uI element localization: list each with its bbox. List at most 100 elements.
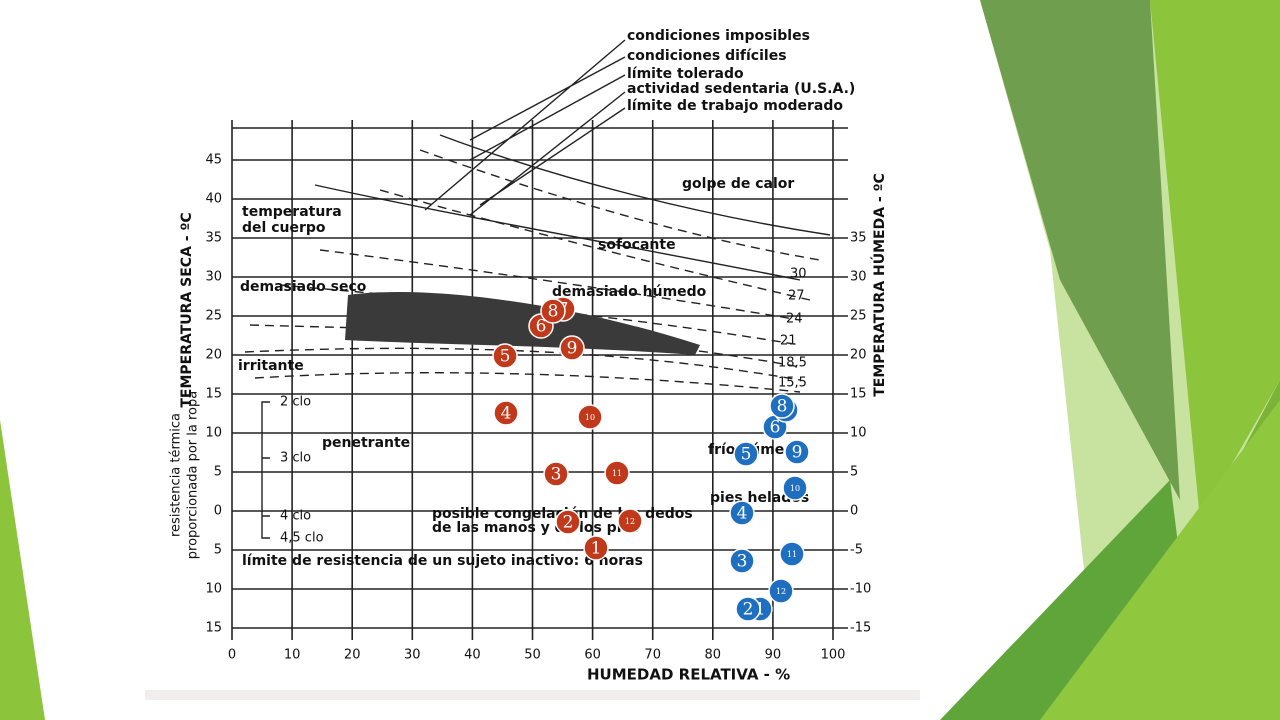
y2-tick-label: 25: [850, 309, 867, 324]
x-tick-label: 40: [464, 648, 481, 663]
marker-dot: [735, 596, 761, 622]
marker-dot: [555, 509, 581, 535]
x-tick-label: 0: [228, 648, 236, 663]
y-tick-label: 10: [205, 426, 222, 441]
marker-dot: [782, 475, 808, 501]
marker-label: 12: [625, 517, 635, 526]
clothing-title: resistencia térmica: [169, 413, 184, 537]
marker: 12: [617, 508, 643, 534]
marker-dot: [779, 541, 805, 567]
marker-label: 6: [536, 317, 547, 337]
marker-label: 5: [500, 347, 511, 367]
y2-tick-label: -15: [850, 621, 871, 636]
marker-label: 8: [777, 397, 788, 417]
marker: 5: [733, 441, 759, 467]
annotation: actividad sedentaria (U.S.A.): [627, 81, 855, 97]
marker-dot: [583, 535, 609, 561]
marker-dot: [768, 578, 794, 604]
marker-label: 11: [787, 550, 797, 559]
marker-label: 2: [563, 513, 574, 533]
curve-label: 24: [786, 312, 803, 327]
region-label: irritante: [238, 358, 304, 374]
region-label: sofocante: [598, 237, 676, 253]
y-tick-label: 25: [205, 309, 222, 324]
texts: condiciones imposibles condiciones difíc…: [169, 28, 889, 684]
clothing-title: proporcionada por la ropa: [186, 391, 201, 559]
marker-label: 6: [770, 418, 781, 438]
y-tick-label: 30: [205, 270, 222, 285]
marker-dot: [729, 548, 755, 574]
marker-label: 12: [776, 587, 786, 596]
curve-label: 18,5: [778, 356, 807, 371]
curve-label: 21: [780, 334, 797, 349]
x-tick-label: 70: [644, 648, 661, 663]
y2-tick-label: -5: [850, 543, 863, 558]
marker: 2: [735, 596, 761, 622]
annotation: límite tolerado: [627, 66, 744, 82]
marker: 8: [769, 393, 795, 419]
region-label: de las manos y de los pies: [432, 520, 639, 536]
curve-label: 15,5: [778, 376, 807, 391]
y2-tick-label: 30: [850, 270, 867, 285]
marker-dot: [577, 404, 603, 430]
x-tick-label: 50: [524, 648, 541, 663]
clothing-level: 4,5 clo: [280, 531, 324, 546]
marker-dot: [784, 439, 810, 465]
marker-dot: [733, 441, 759, 467]
y2-tick-label: 10: [850, 426, 867, 441]
marker: 4: [493, 400, 519, 426]
y-tick-label: 10: [205, 582, 222, 597]
curve-label: 27: [788, 289, 805, 304]
marker-label: 5: [741, 445, 752, 465]
marker: 3: [729, 548, 755, 574]
marker-label: 8: [548, 302, 559, 322]
curve-label: 30: [790, 267, 807, 282]
marker-label: 1: [591, 539, 602, 559]
marker: 11: [604, 460, 630, 486]
region-label: demasiado húmedo: [552, 284, 707, 300]
marker-label: 9: [567, 339, 578, 359]
marker-label: 10: [790, 484, 800, 493]
marker-dot: [559, 335, 585, 361]
annotation: límite de trabajo moderado: [627, 98, 843, 114]
y-tick-label: 5: [214, 543, 222, 558]
x-tick-label: 10: [284, 648, 301, 663]
x-tick-label: 30: [404, 648, 421, 663]
marker-label: 3: [551, 465, 562, 485]
marker-dot: [493, 400, 519, 426]
clothing-level: 2 clo: [280, 395, 311, 410]
region-label: del cuerpo: [242, 220, 326, 236]
x-axis-title: HUMEDAD RELATIVA - %: [587, 666, 790, 684]
x-tick-label: 20: [344, 648, 361, 663]
marker: 10: [577, 404, 603, 430]
marker-label: 10: [585, 413, 595, 422]
marker: 9: [784, 439, 810, 465]
annotation: condiciones imposibles: [627, 28, 810, 44]
y-tick-label: 0: [214, 504, 222, 519]
annotation: condiciones difíciles: [627, 48, 787, 64]
y-tick-label: 45: [205, 153, 222, 168]
marker-label: 3: [737, 552, 748, 572]
marker-dot: [729, 500, 755, 526]
marker-label: 2: [743, 600, 754, 620]
marker-label: 4: [737, 504, 748, 524]
curves: [244, 39, 831, 393]
clothing-level: 3 clo: [280, 451, 311, 466]
marker: 2: [555, 509, 581, 535]
y-tick-label: 20: [205, 348, 222, 363]
y2-tick-label: 35: [850, 231, 867, 246]
marker: 10: [782, 475, 808, 501]
x-tick-label: 90: [765, 648, 782, 663]
marker: 8: [540, 298, 566, 324]
region-label: límite de resistencia de un sujeto inact…: [242, 553, 643, 569]
y-tick-label: 5: [214, 465, 222, 480]
y-tick-label: 35: [205, 231, 222, 246]
y-tick-label: 40: [205, 192, 222, 207]
marker: 9: [559, 335, 585, 361]
y2-tick-label: 0: [850, 504, 858, 519]
marker-label: 4: [501, 404, 512, 424]
x-tick-label: 80: [705, 648, 722, 663]
